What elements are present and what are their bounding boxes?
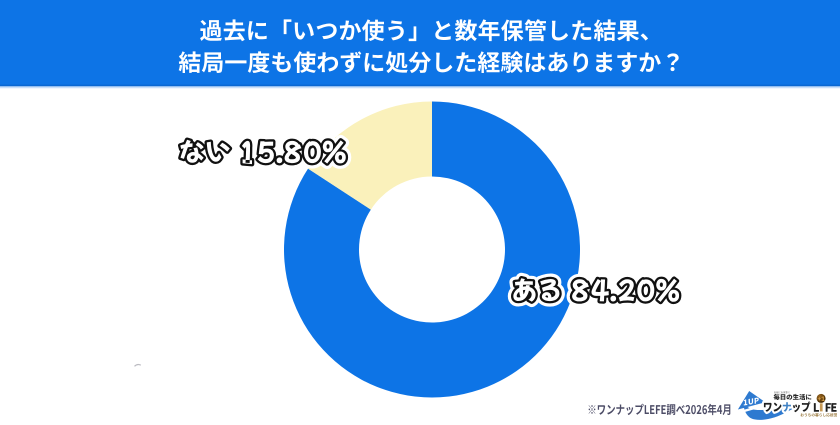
- svg-text:+1: +1: [817, 396, 825, 403]
